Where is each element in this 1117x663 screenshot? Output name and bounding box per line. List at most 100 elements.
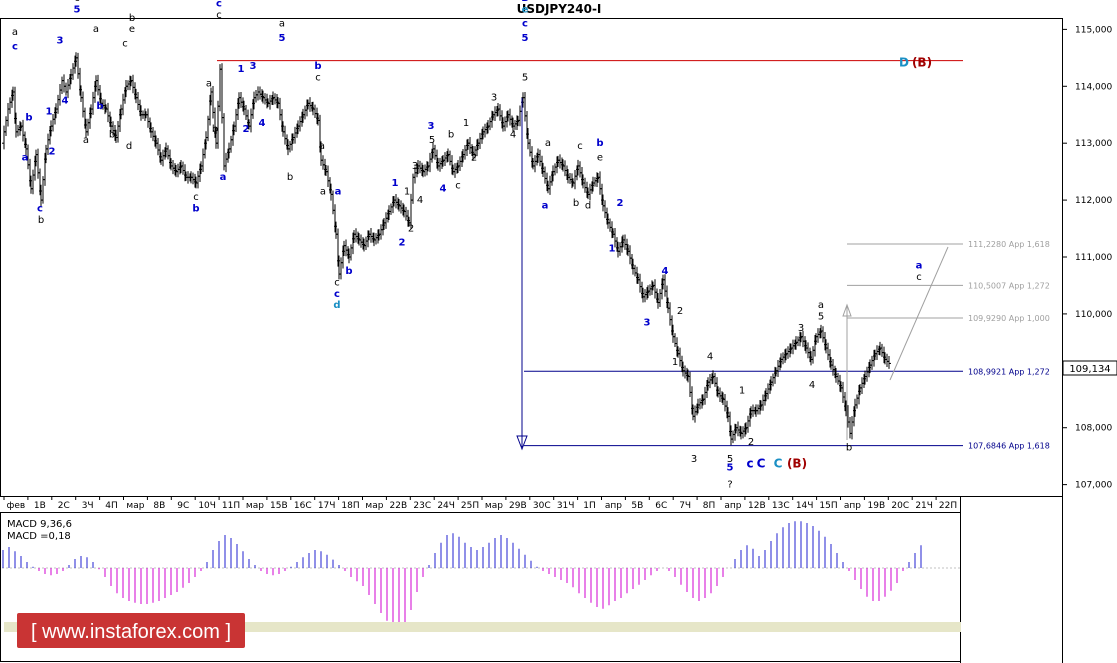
main-plot-frame xyxy=(0,18,1063,497)
x-tick-label: 17Ч xyxy=(318,501,336,511)
wave-label: 2 xyxy=(748,437,754,448)
macd-label: MACD 9,36,6 xyxy=(7,519,72,530)
wave-label: b xyxy=(573,198,579,209)
x-tick-label: 25П xyxy=(461,501,479,511)
x-tick-label: 12В xyxy=(748,501,766,511)
x-tick-label: 22П xyxy=(939,501,957,511)
x-tick-label: мар xyxy=(246,501,264,511)
x-tick-label: 15В xyxy=(270,501,288,511)
y-tick-label: 110,000 xyxy=(1075,310,1112,320)
watermark-text: [ www.instaforex.com ] xyxy=(31,621,231,643)
y-axis: 115,000 114,000 113,000 112,000 111,000 110,0… xyxy=(1062,25,1112,491)
arrow-up-head-icon xyxy=(842,303,852,317)
wave-label: 5 xyxy=(522,73,528,84)
wave-label: a xyxy=(545,138,551,149)
wave-label: b xyxy=(212,124,218,135)
wave-label: 2 xyxy=(471,152,477,163)
y-tick-label: 115,000 xyxy=(1075,25,1112,35)
wave-label: e xyxy=(522,4,529,15)
wave-label: 5 xyxy=(74,4,81,15)
wave-label: b xyxy=(596,138,603,149)
y-tick-label: 113,000 xyxy=(1075,139,1112,149)
wave-label: e xyxy=(129,24,135,35)
y-tick-label: 107,000 xyxy=(1075,481,1112,491)
wave-label: 5 xyxy=(279,33,286,44)
x-tick-label: 18П xyxy=(341,501,359,511)
wave-label: 1 xyxy=(672,357,678,368)
wave-label: 2 xyxy=(677,306,683,317)
forecast-line xyxy=(889,246,949,381)
x-tick-label: 16С xyxy=(294,501,312,511)
level-label: 108,9921 App 1,272 xyxy=(968,367,1050,376)
wave-label: d xyxy=(333,300,340,311)
x-tick-label: 4П xyxy=(105,501,118,511)
x-tick-label: 1В xyxy=(34,501,46,511)
level-label: 107,6846 App 1,618 xyxy=(968,442,1050,451)
wave-annotation: C xyxy=(774,457,783,471)
levels-layer: 111,2280 App 1,618 110,5007 App 1,272 109,… xyxy=(217,60,1050,451)
wave-label: 1 xyxy=(609,243,616,254)
wave-label: b xyxy=(38,215,44,226)
x-tick-label: апр xyxy=(724,501,741,511)
wave-label: a xyxy=(818,300,824,311)
wave-label: 2 xyxy=(243,124,250,135)
current-price-box xyxy=(1062,360,1117,376)
x-tick-label: 23С xyxy=(413,501,431,511)
wave-label: b xyxy=(448,130,454,141)
wave-label: 3 xyxy=(691,454,697,465)
wave-label: c xyxy=(334,277,340,288)
wave-label: 3 xyxy=(491,93,497,104)
wave-label: b xyxy=(287,172,293,183)
x-tick-label: 31Ч xyxy=(557,501,575,511)
x-tick-label: 8П xyxy=(703,501,716,511)
wave-label: a xyxy=(279,19,285,30)
wave-label: c xyxy=(216,0,222,10)
wave-label: 2 xyxy=(49,147,56,158)
wave-label: 3 xyxy=(644,317,651,328)
wave-label: a xyxy=(220,172,227,183)
macd-histogram xyxy=(2,521,960,628)
arrow-down-head-icon xyxy=(516,435,528,451)
wave-label: 4 xyxy=(417,195,423,206)
bars-layer xyxy=(2,52,891,446)
x-tick-label: мар xyxy=(365,501,383,511)
x-tick-label: 15П xyxy=(819,501,837,511)
wave-label: a xyxy=(335,186,342,197)
wave-label: 5 xyxy=(522,33,529,44)
x-tick-label: 30С xyxy=(533,501,551,511)
wave-label: 1 xyxy=(238,64,245,75)
wave-label: c xyxy=(12,41,18,52)
watermark-banner xyxy=(17,613,245,648)
wave-label: c xyxy=(74,0,80,4)
wave-label: b xyxy=(109,130,115,141)
y-tick-label: 112,000 xyxy=(1075,196,1112,206)
y-tick-label: 108,000 xyxy=(1075,424,1112,434)
wave-label: 3 xyxy=(250,61,257,72)
x-tick-label: 5В xyxy=(631,501,643,511)
x-tick-label: 6С xyxy=(655,501,667,511)
wave-label: 2 xyxy=(617,198,624,209)
wave-label: b xyxy=(345,266,352,277)
x-tick-label: 11П xyxy=(222,501,240,511)
wave-label: 1 xyxy=(392,178,399,189)
wave-annotation: (B) xyxy=(787,457,807,471)
wave-label: c xyxy=(522,19,528,30)
x-tick-label: 10Ч xyxy=(198,501,216,511)
wave-label: a xyxy=(916,260,923,271)
wave-label: b xyxy=(192,203,199,214)
wave-label: 3 xyxy=(798,323,804,334)
x-tick-label: 29В xyxy=(509,501,527,511)
y-tick-label: 114,000 xyxy=(1075,82,1112,92)
wave-label: c xyxy=(216,10,222,21)
x-tick-label: 2С xyxy=(58,501,70,511)
wave-label: 5 xyxy=(727,462,734,473)
wave-label: c xyxy=(193,192,199,203)
x-tick-label: 21Ч xyxy=(915,501,933,511)
x-tick-label: апр xyxy=(605,501,622,511)
current-price-label: 109,134 xyxy=(1069,364,1110,375)
wave-label: b xyxy=(96,101,103,112)
wave-label: 3 xyxy=(412,161,418,172)
wave-label: 4 xyxy=(707,351,713,362)
wave-label: c xyxy=(122,38,128,49)
watermark-strip xyxy=(4,622,961,632)
